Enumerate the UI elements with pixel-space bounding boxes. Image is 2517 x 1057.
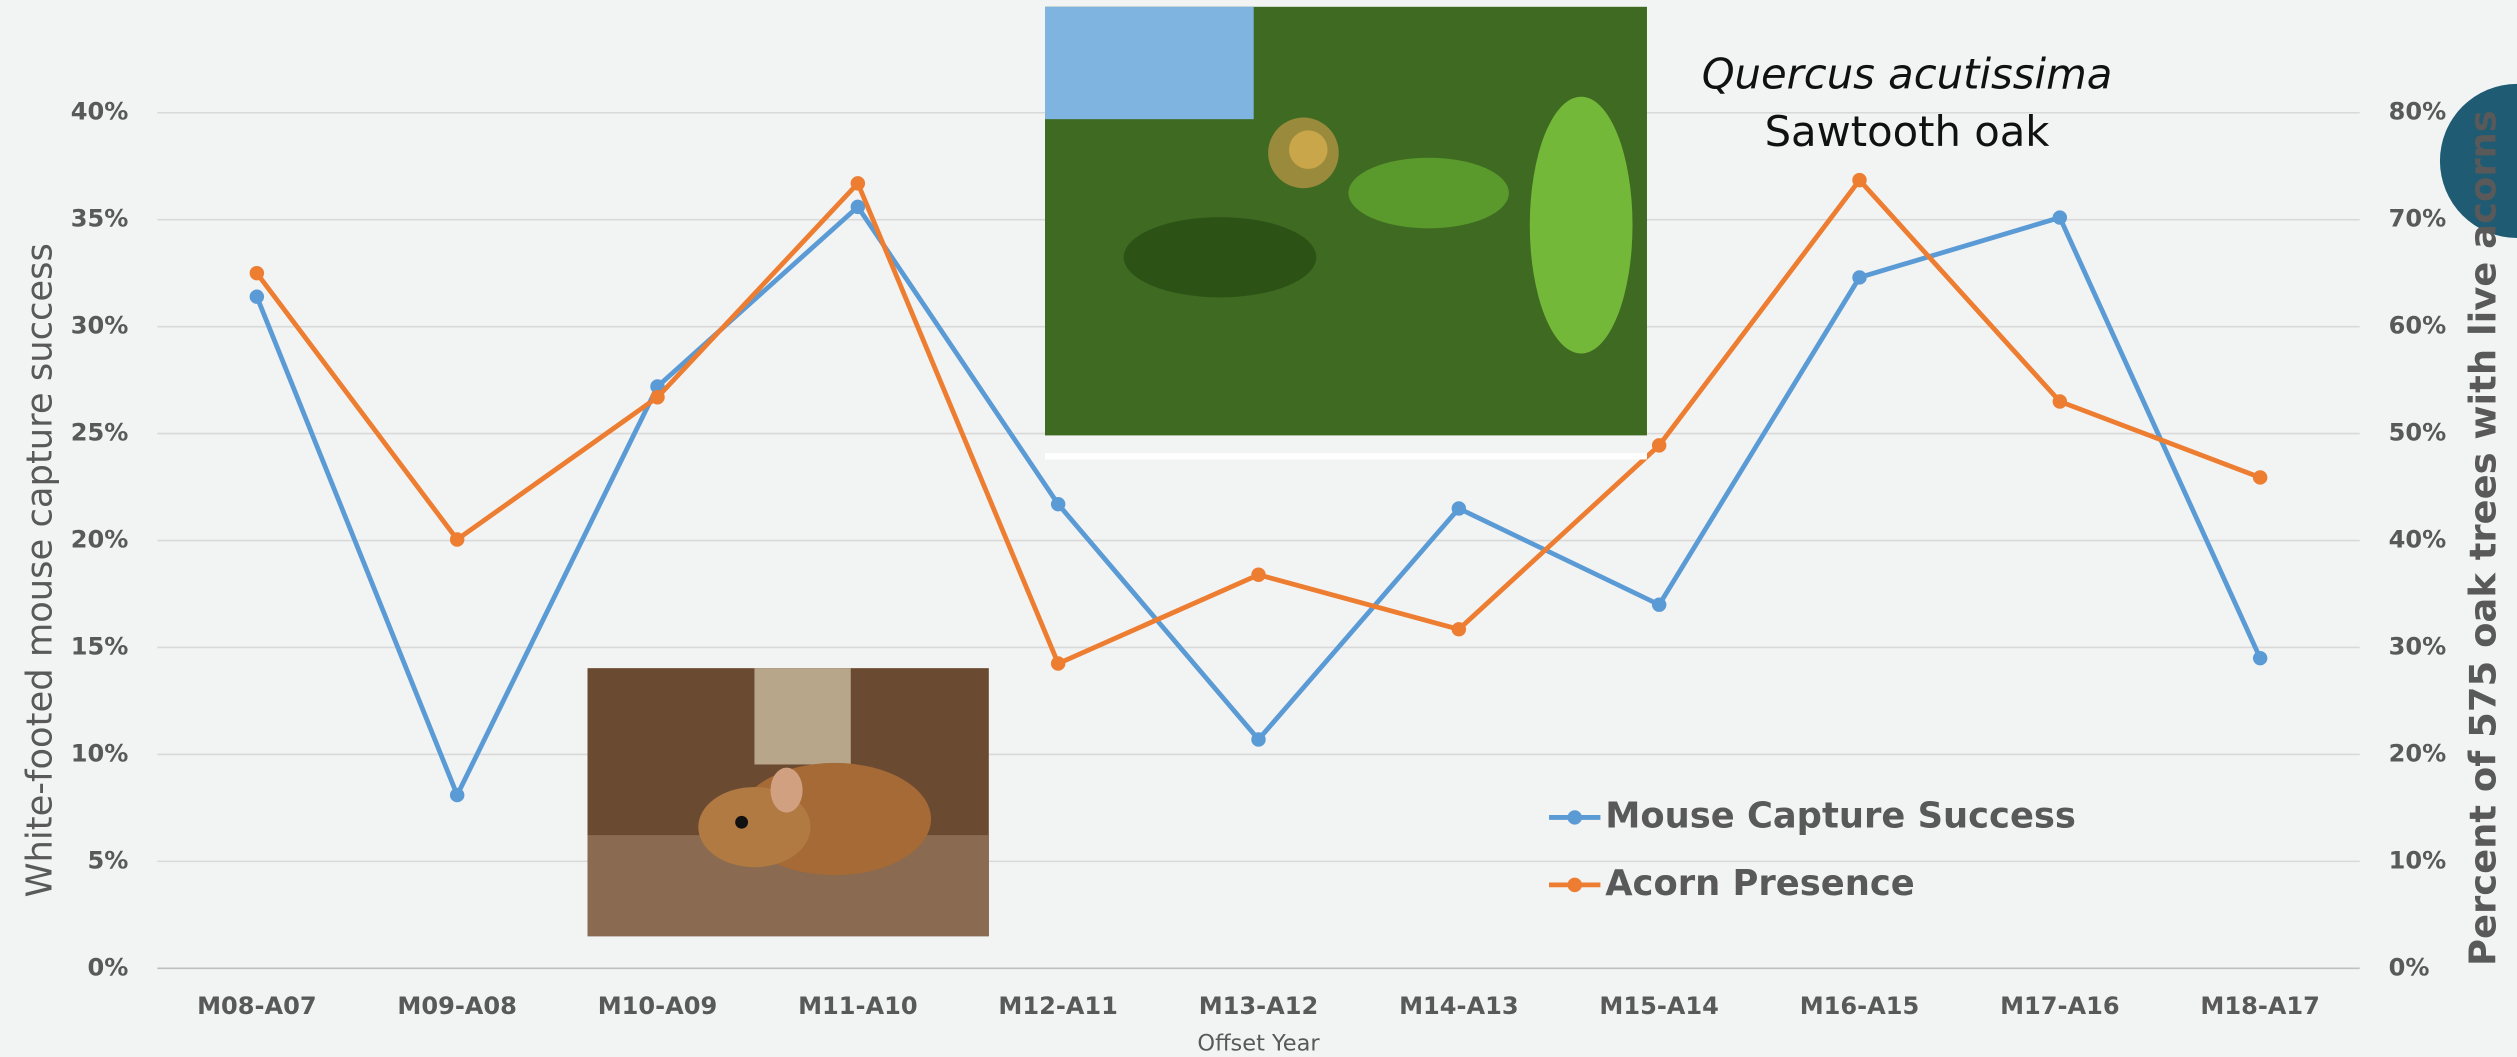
y-tick-label: 10%	[71, 739, 129, 767]
y2-tick-label: 70%	[2389, 205, 2447, 233]
point	[249, 265, 265, 281]
point	[1251, 567, 1266, 582]
y-tick-label: 20%	[71, 526, 129, 554]
point	[1651, 438, 1667, 453]
plot	[249, 172, 2268, 803]
x-tick-label: M15-A14	[1599, 992, 1719, 1020]
legend-swatch	[1567, 810, 1582, 825]
point	[1050, 496, 1066, 512]
decor-circle	[2439, 83, 2517, 238]
y2-tick-label: 10%	[2389, 846, 2447, 874]
legend-label: Acorn Presence	[1605, 863, 1914, 904]
y-tick-label: 35%	[71, 205, 129, 233]
y2-tick-label: 0%	[2389, 953, 2430, 981]
point	[1451, 622, 1467, 637]
x-tick-label: M09-A08	[397, 992, 517, 1020]
x-tick-label: M12-A11	[998, 992, 1118, 1020]
y2-axis-label: Percent of 575 oak trees with live acorn…	[2461, 110, 2504, 966]
x-axis-label: Offset Year	[1197, 1030, 1320, 1056]
point	[1050, 656, 1066, 671]
point	[1451, 501, 1467, 516]
annotation: Sawtooth oak	[1765, 107, 2051, 156]
point	[2252, 650, 2268, 666]
y2-tick-label: 20%	[2389, 739, 2447, 767]
point	[2252, 470, 2268, 485]
oak-photo	[1045, 6, 1647, 460]
y-tick-label: 15%	[71, 632, 129, 660]
point	[449, 532, 465, 547]
y2-tick-label: 80%	[2389, 98, 2447, 126]
x-tick-label: M08-A07	[197, 992, 317, 1020]
point	[850, 176, 866, 191]
y2-tick-label: 50%	[2389, 419, 2447, 447]
point	[1651, 597, 1667, 612]
x-tick-label: M18-A17	[2200, 992, 2320, 1020]
annotation: Quercus acutissima	[1702, 49, 2113, 98]
point	[449, 787, 465, 803]
y2-tick-label: 40%	[2389, 526, 2447, 554]
point	[650, 390, 665, 405]
y2-tick-label: 60%	[2389, 312, 2447, 340]
x-tick-label: M17-A16	[2000, 992, 2120, 1020]
y-tick-label: 40%	[71, 98, 129, 126]
point	[1251, 732, 1266, 747]
y-tick-label: 25%	[71, 419, 129, 447]
x-tick-label: M11-A10	[798, 992, 918, 1020]
y-tick-label: 5%	[88, 846, 129, 874]
legend-swatch	[1567, 877, 1582, 893]
point	[1852, 270, 1867, 285]
legend-label: Mouse Capture Success	[1605, 795, 2076, 836]
x-tick-label: M16-A15	[1800, 992, 1920, 1020]
y-axis-label: White-footed mouse capture success	[20, 243, 61, 897]
point	[2052, 394, 2068, 409]
point	[249, 289, 265, 304]
y-tick-label: 30%	[71, 312, 129, 340]
x-tick-label: M14-A13	[1399, 992, 1519, 1020]
point	[2052, 210, 2068, 225]
x-tick-label: M13-A12	[1199, 992, 1319, 1020]
point	[1852, 172, 1867, 188]
y2-tick-label: 30%	[2389, 632, 2447, 660]
x-tick-label: M10-A09	[598, 992, 718, 1020]
point	[850, 199, 866, 215]
y-tick-label: 0%	[88, 953, 129, 981]
mouse-photo	[587, 668, 989, 937]
